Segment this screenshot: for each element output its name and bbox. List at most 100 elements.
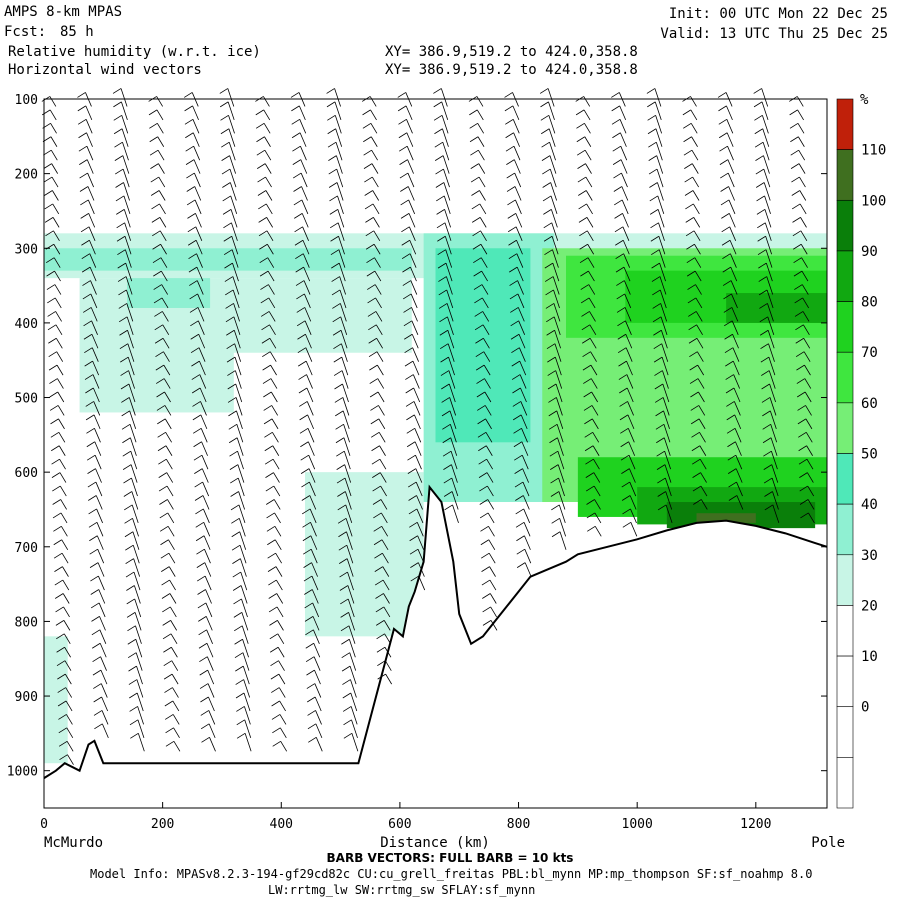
wind-barb-flag bbox=[160, 539, 169, 546]
wind-barb-staff bbox=[478, 163, 486, 174]
wind-barb-staff bbox=[729, 240, 737, 255]
wind-barb-staff bbox=[727, 172, 735, 188]
wind-barb-flag bbox=[612, 159, 622, 165]
wind-barb-flag bbox=[45, 257, 55, 264]
wind-barb-flag bbox=[406, 441, 416, 448]
wind-barb-flag bbox=[186, 186, 195, 192]
wind-barb-staff bbox=[797, 123, 805, 134]
wind-barb-flag bbox=[578, 190, 587, 196]
wind-barb-staff bbox=[276, 593, 284, 604]
wind-barb-staff bbox=[620, 159, 628, 174]
wind-barb-flag bbox=[231, 531, 240, 538]
wind-barb-flag bbox=[509, 266, 518, 273]
wind-barb-flag bbox=[409, 535, 418, 542]
wind-barb-flag bbox=[125, 544, 134, 551]
wind-barb-staff bbox=[51, 176, 59, 188]
wind-barb-flag bbox=[647, 128, 657, 135]
wind-barb-staff bbox=[624, 293, 632, 309]
wind-barb-staff bbox=[625, 347, 633, 362]
wind-barb-flag bbox=[479, 499, 488, 505]
wind-barb-staff bbox=[233, 316, 241, 335]
wind-barb-staff bbox=[384, 660, 392, 671]
wind-barb-staff bbox=[803, 324, 810, 336]
wind-barb-staff bbox=[345, 504, 353, 524]
wind-barb-staff bbox=[764, 195, 771, 215]
wind-barb-staff bbox=[769, 410, 777, 429]
wind-barb-flag bbox=[327, 128, 336, 135]
wind-barb-flag bbox=[188, 253, 197, 260]
wind-barb-staff bbox=[265, 203, 273, 215]
wind-barb-staff bbox=[690, 109, 698, 121]
wind-barb-staff bbox=[730, 280, 738, 295]
wind-barb-staff bbox=[99, 629, 107, 644]
wind-barb-flag bbox=[305, 629, 314, 636]
wind-barb-staff bbox=[417, 549, 425, 564]
wind-barb-flag bbox=[406, 427, 415, 434]
wind-barb-flag bbox=[397, 92, 406, 98]
wind-barb-staff bbox=[484, 378, 491, 389]
wind-barb-staff bbox=[232, 276, 240, 295]
wind-barb-staff bbox=[270, 364, 277, 376]
wind-barb-staff bbox=[620, 132, 627, 147]
wind-barb-flag bbox=[551, 531, 561, 538]
wind-barb-flag bbox=[720, 199, 730, 206]
wind-barb-flag bbox=[477, 405, 486, 411]
wind-barb-flag bbox=[333, 356, 343, 363]
wind-barb-staff bbox=[94, 428, 101, 443]
x-tick-label: 200 bbox=[151, 817, 174, 832]
wind-barb-staff bbox=[156, 109, 164, 121]
wind-barb-staff bbox=[380, 485, 387, 497]
wind-barb-flag bbox=[722, 253, 731, 260]
wind-barb-staff bbox=[277, 647, 285, 658]
wind-barb-staff bbox=[101, 710, 109, 725]
wind-barb-staff bbox=[164, 391, 171, 403]
wind-barb-staff bbox=[196, 266, 204, 282]
wind-barb-staff bbox=[167, 512, 175, 524]
colorbar-label: 10 bbox=[861, 649, 878, 665]
wind-barb-staff bbox=[305, 360, 313, 376]
wind-barb-staff bbox=[764, 222, 772, 241]
wind-barb-flag bbox=[376, 620, 385, 626]
wind-barb-staff bbox=[735, 455, 743, 470]
wind-barb-staff bbox=[661, 357, 669, 376]
wind-barb-flag bbox=[434, 128, 443, 135]
x-tick-label: 1200 bbox=[740, 817, 771, 832]
wind-barb-staff bbox=[306, 374, 313, 389]
wind-barb-flag bbox=[477, 431, 487, 438]
wind-barb-staff bbox=[485, 432, 493, 443]
wind-barb-staff bbox=[67, 754, 74, 765]
wind-barb-staff bbox=[442, 128, 449, 147]
wind-barb-column bbox=[504, 92, 532, 577]
wind-barb-staff bbox=[770, 424, 778, 443]
wind-barb-staff bbox=[382, 566, 390, 577]
wind-barb-staff bbox=[548, 115, 556, 134]
rh-region-30 bbox=[305, 472, 424, 637]
wind-barb-staff bbox=[99, 643, 107, 658]
wind-barb-staff bbox=[343, 424, 350, 443]
wind-barb-staff bbox=[236, 424, 244, 443]
wind-barb-flag bbox=[438, 303, 448, 309]
wind-barb-staff bbox=[589, 338, 597, 349]
wind-barb-flag bbox=[443, 491, 453, 497]
wind-barb-flag bbox=[469, 136, 479, 143]
wind-barb-staff bbox=[482, 311, 490, 322]
wind-barb-flag bbox=[164, 700, 174, 707]
wind-barb-staff bbox=[763, 168, 771, 188]
wind-barb-staff bbox=[161, 284, 169, 295]
wind-barb-flag bbox=[164, 714, 174, 720]
wind-barb-flag bbox=[377, 673, 386, 680]
wind-barb-flag bbox=[200, 696, 209, 703]
wind-barb-staff bbox=[415, 455, 422, 470]
wind-barb-staff bbox=[100, 656, 107, 671]
wind-barb-staff bbox=[242, 665, 250, 685]
wind-barb-flag bbox=[332, 303, 341, 309]
wind-barb-flag bbox=[331, 289, 341, 296]
wind-barb-staff bbox=[553, 303, 561, 322]
wind-barb-flag bbox=[471, 203, 481, 210]
wind-barb-flag bbox=[127, 652, 137, 659]
wind-barb-staff bbox=[798, 149, 806, 161]
wind-barb-flag bbox=[409, 548, 419, 555]
colorbar-band bbox=[836, 554, 854, 606]
wind-barb-flag bbox=[229, 450, 238, 457]
wind-barb-staff bbox=[518, 320, 526, 335]
